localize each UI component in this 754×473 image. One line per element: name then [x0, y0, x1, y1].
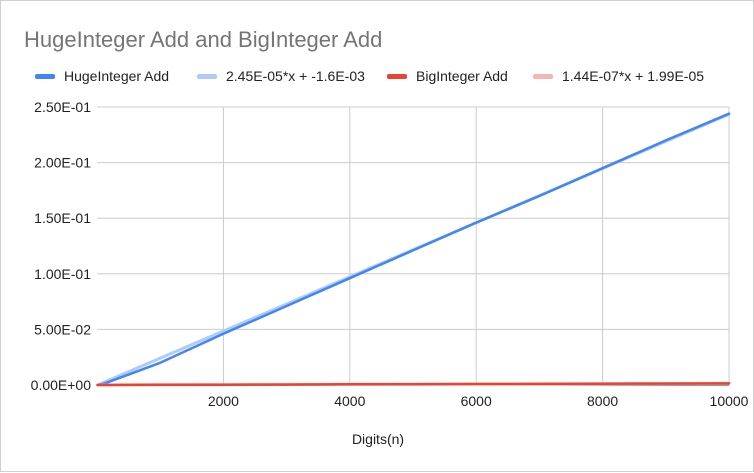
- legend-item-trendline-1[interactable]: 2.45E-05*x + -1.6E-03: [197, 67, 365, 85]
- legend-item-hugeinteger-add[interactable]: HugeInteger Add: [35, 67, 169, 85]
- x-tick-label: 6000: [461, 393, 492, 409]
- legend-label: 1.44E-07*x + 1.99E-05: [562, 68, 705, 84]
- legend-swatch: [197, 73, 217, 79]
- x-tick-label: 10000: [710, 393, 749, 409]
- x-tick-label: 4000: [334, 393, 365, 409]
- chart-title: HugeInteger Add and BigInteger Add: [24, 27, 383, 52]
- legend-label: HugeInteger Add: [64, 68, 170, 84]
- data-series-line: [96, 382, 731, 387]
- legend-label: BigInteger Add: [416, 68, 508, 84]
- legend-swatch: [533, 73, 553, 79]
- legend-label: 2.45E-05*x + -1.6E-03: [226, 68, 365, 84]
- y-tick-label: 1.50E-01: [34, 210, 91, 226]
- y-tick-label: 2.50E-01: [34, 99, 91, 115]
- y-tick-label: 5.00E-02: [34, 321, 91, 337]
- legend-swatch: [35, 73, 55, 79]
- legend-item-biginteger-add[interactable]: BigInteger Add: [387, 67, 508, 85]
- y-tick-label: 0.00E+00: [31, 377, 92, 393]
- x-tick-label: 2000: [208, 393, 239, 409]
- legend-swatch: [387, 73, 407, 79]
- data-series-line: [96, 112, 731, 387]
- legend-item-trendline-2[interactable]: 1.44E-07*x + 1.99E-05: [533, 67, 704, 85]
- chart-legend: HugeInteger Add 2.45E-05*x + -1.6E-03 Bi…: [1, 67, 754, 85]
- x-tick-label: 8000: [587, 393, 618, 409]
- y-tick-label: 1.00E-01: [34, 266, 91, 282]
- x-axis-title: Digits(n): [351, 431, 405, 447]
- y-tick-label: 2.00E-01: [34, 155, 91, 171]
